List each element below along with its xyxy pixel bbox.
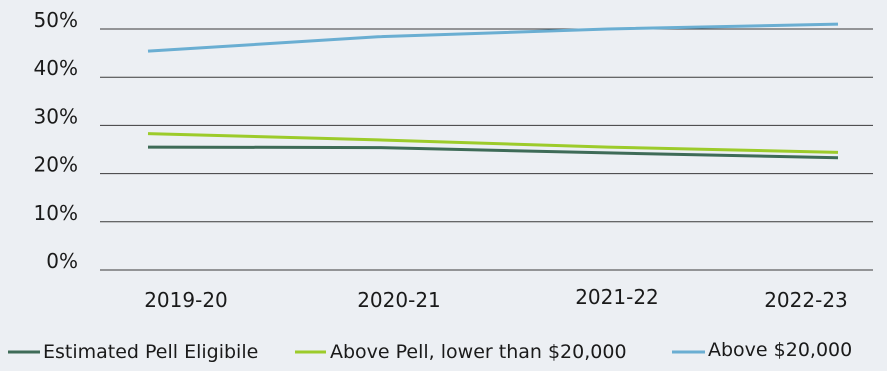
gridlines bbox=[100, 28, 873, 271]
y-tick-label: 50% bbox=[34, 8, 78, 32]
x-tick-label: 2020-21 bbox=[357, 288, 441, 312]
x-axis-ticks: 2019-20 2020-21 2021-22 2022-23 bbox=[144, 285, 848, 312]
legend-label: Above Pell, lower than $20,000 bbox=[330, 341, 627, 363]
y-tick-label: 30% bbox=[34, 104, 78, 128]
series-line-1 bbox=[147, 145, 839, 160]
y-axis-ticks: 0% 10% 20% 30% 40% 50% bbox=[34, 8, 78, 273]
series-line-3 bbox=[147, 22, 839, 53]
x-tick-label: 2019-20 bbox=[144, 288, 228, 312]
legend-label: Estimated Pell Eligibile bbox=[43, 341, 258, 363]
legend-label: Above $20,000 bbox=[708, 339, 852, 361]
y-tick-label: 20% bbox=[34, 153, 78, 177]
y-tick-label: 40% bbox=[34, 56, 78, 80]
x-tick-label: 2021-22 bbox=[575, 285, 659, 309]
legend: Estimated Pell Eligibile Above Pell, lowe… bbox=[8, 339, 852, 363]
y-tick-label: 0% bbox=[46, 249, 78, 273]
y-tick-label: 10% bbox=[34, 201, 78, 225]
x-tick-label: 2022-23 bbox=[764, 288, 848, 312]
series-line-2 bbox=[147, 132, 839, 154]
series-lines bbox=[147, 22, 839, 160]
